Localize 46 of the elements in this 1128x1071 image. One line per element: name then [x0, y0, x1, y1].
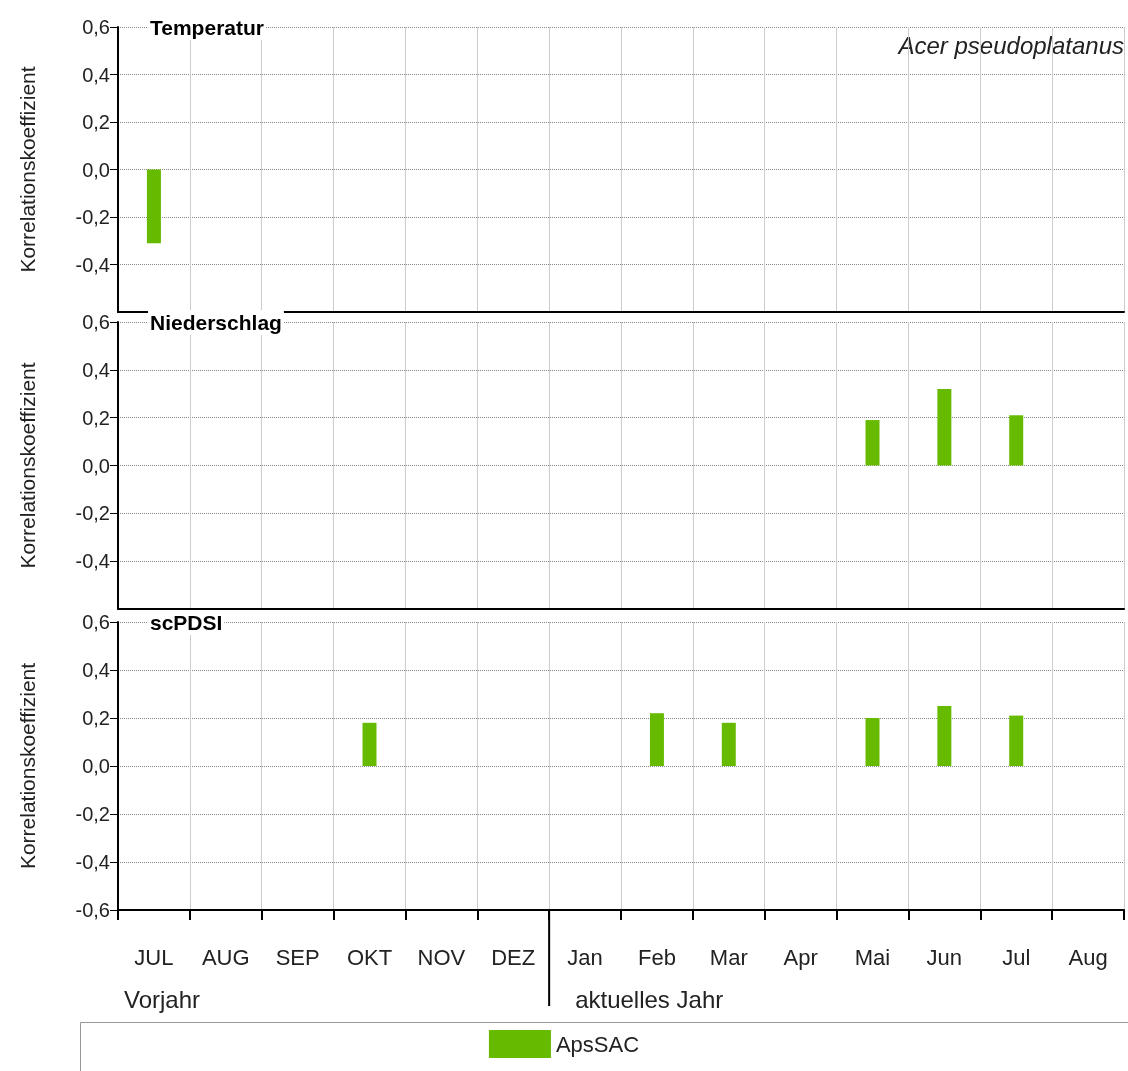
legend-label: ApsSAC: [555, 1031, 640, 1057]
text: aktuelles Jahr: [575, 985, 724, 1013]
x-tick-label: AUG: [201, 944, 250, 970]
x-tick-label: Feb: [637, 944, 676, 970]
x-tick-label: Jan: [567, 944, 603, 970]
annotation: Acer pseudoplatanus: [896, 31, 1125, 59]
y-axis-title: Korrelationskoeffizient: [16, 362, 39, 569]
y-tick-label: 0,0: [82, 755, 110, 777]
y-tick-label: -0,2: [75, 803, 110, 825]
y-tick-label: -0,6: [75, 899, 110, 921]
y-tick-label: 0,4: [82, 358, 110, 381]
bar: [865, 420, 880, 466]
chart-title: Temperatur: [150, 16, 264, 39]
bar: [1009, 415, 1024, 466]
y-tick-label: 0,6: [82, 311, 110, 333]
y-tick-label: -0,2: [75, 502, 110, 525]
y-tick-label: 0,0: [82, 158, 110, 181]
y-tick-label: 0,2: [82, 707, 110, 729]
x-tick-label: Jun: [926, 944, 963, 970]
x-tick-label: SEP: [275, 944, 320, 970]
y-tick-label: 0,6: [82, 16, 110, 38]
bar: [937, 388, 952, 466]
x-tick-label: NOV: [417, 944, 466, 970]
x-tick-label: Mai: [854, 944, 891, 970]
y-tick-label: 0,2: [82, 111, 110, 133]
y-tick-label: 0,0: [82, 454, 110, 477]
x-tick-label: JUL: [134, 944, 174, 970]
y-tick-label: 0,4: [82, 659, 110, 681]
x-tick-label: DEZ: [491, 944, 536, 970]
y-axis-title: Korrelationskoeffizient: [16, 66, 39, 273]
x-tick-label: Mar: [709, 944, 748, 970]
x-tick-label: Apr: [783, 944, 818, 970]
chart-title: Niederschlag: [150, 311, 282, 334]
y-tick-label: 0,4: [82, 63, 110, 86]
y-tick-label: 0,2: [82, 406, 110, 429]
y-tick-label: -0,4: [75, 851, 110, 873]
y-tick-label: 0,6: [82, 611, 110, 633]
y-axis-title: Korrelationskoeffizient: [16, 662, 39, 870]
y-tick-label: -0,4: [75, 253, 110, 276]
text: Vorjahr: [124, 985, 201, 1013]
x-tick-label: Jul: [1002, 944, 1031, 970]
y-tick-label: -0,4: [75, 550, 110, 573]
chart-title: scPDSI: [150, 611, 223, 634]
x-tick-label: Aug: [1068, 944, 1108, 970]
x-tick-label: OKT: [346, 944, 393, 970]
y-tick-label: -0,2: [75, 206, 110, 228]
